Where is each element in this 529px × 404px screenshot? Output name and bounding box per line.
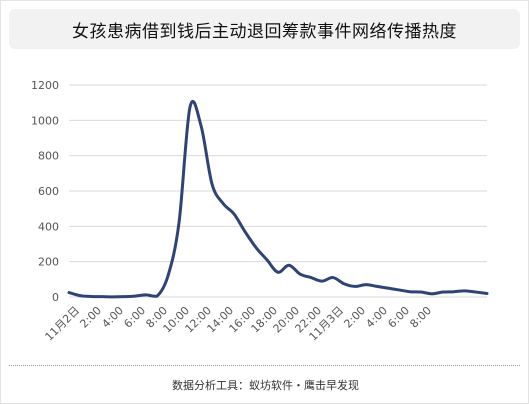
y-tick-label: 200 — [38, 256, 59, 269]
x-tick-label: 2:00 — [77, 304, 104, 331]
y-tick-label: 800 — [38, 150, 59, 163]
y-tick-label: 0 — [52, 291, 59, 304]
x-tick-label: 8:00 — [407, 304, 434, 331]
series-line — [67, 99, 489, 299]
footer-divider — [9, 365, 520, 366]
x-tick-label: 2:00 — [341, 304, 368, 331]
chart-title: 女孩患病借到钱后主动退回筹款事件网络传播热度 — [72, 21, 457, 42]
x-tick-label: 11月2日 — [43, 304, 83, 344]
title-bar: 女孩患病借到钱后主动退回筹款事件网络传播热度 — [9, 9, 520, 49]
y-tick-label: 600 — [38, 185, 59, 198]
line-chart: 02004006008001000120011月2日2:004:006:008:… — [31, 79, 489, 344]
y-tick-label: 400 — [38, 220, 59, 233]
x-tick-label: 4:00 — [99, 304, 126, 331]
x-tick-label: 6:00 — [385, 304, 412, 331]
x-tick-label: 4:00 — [363, 304, 390, 331]
y-tick-label: 1200 — [31, 79, 59, 92]
source-footer: 数据分析工具：蚁坊软件・鹰击早发现 — [172, 379, 359, 392]
x-tick-label: 6:00 — [121, 304, 148, 331]
y-tick-label: 1000 — [31, 114, 59, 127]
